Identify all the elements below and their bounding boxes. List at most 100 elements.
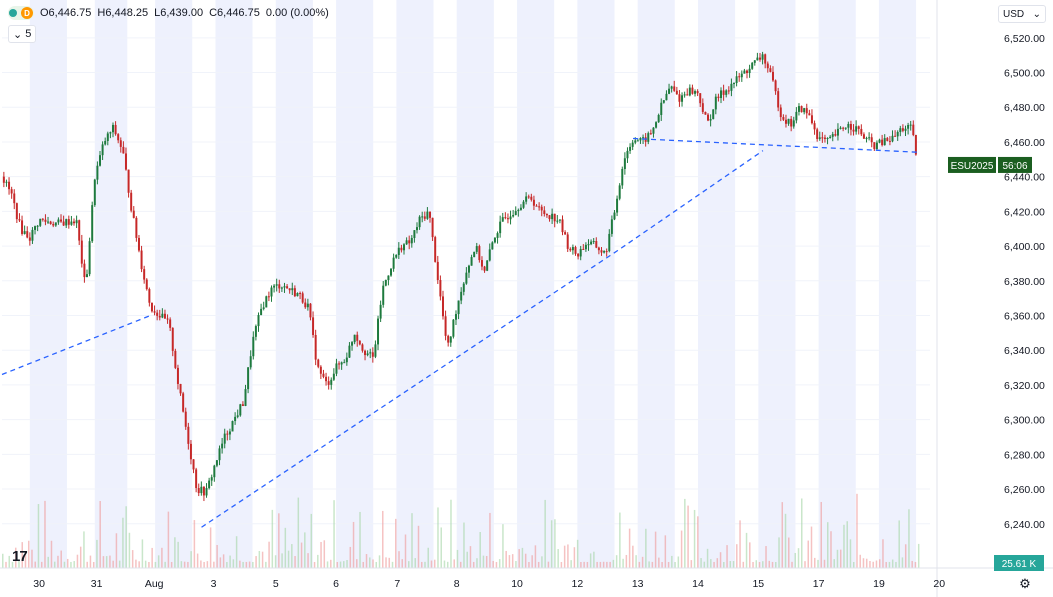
volume-bar <box>560 561 563 568</box>
interval-button[interactable]: ⌄ 5 <box>8 25 37 43</box>
volume-bar <box>339 561 342 568</box>
settings-gear-icon[interactable]: ⚙ <box>1019 576 1031 591</box>
candle-body <box>795 111 798 121</box>
volume-bar <box>307 553 309 568</box>
candle-body <box>590 241 593 245</box>
candle-body <box>47 221 50 223</box>
candle-body <box>322 373 325 377</box>
volume-bar <box>24 553 27 568</box>
candle-body <box>694 91 697 94</box>
volume-bar <box>161 547 163 568</box>
volume-bar <box>89 555 92 568</box>
candle-body <box>384 279 387 286</box>
volume-bar <box>788 537 790 568</box>
volume-bar <box>723 562 725 568</box>
candle-body <box>304 302 307 308</box>
candle-body <box>228 431 231 435</box>
candle-body <box>202 486 205 496</box>
volume-bar <box>430 560 433 568</box>
close-value: C6,446.75 <box>209 7 260 19</box>
tradingview-logo-icon[interactable]: 17 <box>12 548 28 565</box>
volume-bar <box>547 561 550 568</box>
candle-body <box>13 193 16 204</box>
candle-body <box>218 448 221 461</box>
candle-body <box>525 196 528 202</box>
volume-bar <box>765 546 767 568</box>
session-band <box>275 0 313 568</box>
candle-body <box>722 90 725 95</box>
candle-body <box>257 315 260 327</box>
candle-body <box>493 237 496 243</box>
time-tick-label: 7 <box>394 578 400 590</box>
volume-bar <box>278 513 280 568</box>
volume-bar <box>154 561 157 568</box>
session-band <box>818 0 856 568</box>
volume-bar <box>758 561 761 568</box>
candle-body <box>23 231 26 234</box>
candle-body <box>678 94 681 102</box>
price-tick-label: 6,300.00 <box>1004 415 1045 427</box>
volume-bar <box>281 553 283 568</box>
candle-body <box>283 286 286 288</box>
candle-body <box>691 87 694 94</box>
candle-body <box>899 128 902 133</box>
candle-body <box>44 219 47 222</box>
candle-body <box>836 128 839 136</box>
candle-body <box>681 95 684 102</box>
volume-bar <box>313 561 316 568</box>
candle-body <box>875 142 878 150</box>
candle-body <box>156 312 159 316</box>
candle-body <box>332 373 335 380</box>
volume-bar <box>674 561 676 568</box>
candle-body <box>623 158 626 169</box>
volume-bar <box>891 559 894 568</box>
price-tick-label: 6,520.00 <box>1004 33 1045 45</box>
volume-bar <box>79 546 82 568</box>
volume-bar <box>645 528 647 568</box>
candle-body <box>597 247 600 251</box>
candle-body <box>441 296 444 317</box>
candle-body <box>686 94 689 96</box>
candle-body <box>306 303 309 308</box>
volume-bar <box>518 549 520 568</box>
volume-badge-bg <box>994 555 1044 571</box>
volume-bar <box>408 561 410 568</box>
volume-bar <box>404 534 407 568</box>
candle-body <box>888 140 891 142</box>
candle-body <box>504 217 507 219</box>
candle-body <box>135 217 138 238</box>
volume-bar <box>810 526 813 568</box>
candle-body <box>577 253 580 257</box>
candle-body <box>745 70 748 74</box>
candle-body <box>278 284 281 289</box>
volume-bar <box>5 561 7 568</box>
volume-bar <box>762 561 764 568</box>
volume-bar <box>752 561 754 568</box>
visibility-toggle-icon[interactable]: D <box>8 6 34 20</box>
volume-bar <box>784 513 787 568</box>
volume-bar <box>99 500 101 568</box>
candle-body <box>649 133 652 135</box>
volume-bar <box>271 509 274 568</box>
candle-body <box>171 327 174 351</box>
volume-bar <box>391 561 394 568</box>
candle-body <box>413 230 416 238</box>
volume-bar <box>801 498 803 568</box>
candle-body <box>535 205 538 207</box>
candle-body <box>829 136 832 138</box>
volume-bar <box>888 561 891 568</box>
volume-bar <box>206 561 209 568</box>
volume-bar <box>66 558 69 568</box>
volume-bar <box>346 560 348 568</box>
volume-bar <box>229 555 231 568</box>
candle-body <box>296 292 299 297</box>
volume-bar <box>310 513 313 568</box>
currency-select[interactable]: USD ⌄ <box>998 5 1046 23</box>
volume-bar <box>817 559 819 568</box>
volume-bar <box>843 524 845 568</box>
volume-bar <box>862 558 865 568</box>
candle-body <box>543 210 546 215</box>
volume-bar <box>661 562 663 568</box>
candle-body <box>912 124 915 135</box>
